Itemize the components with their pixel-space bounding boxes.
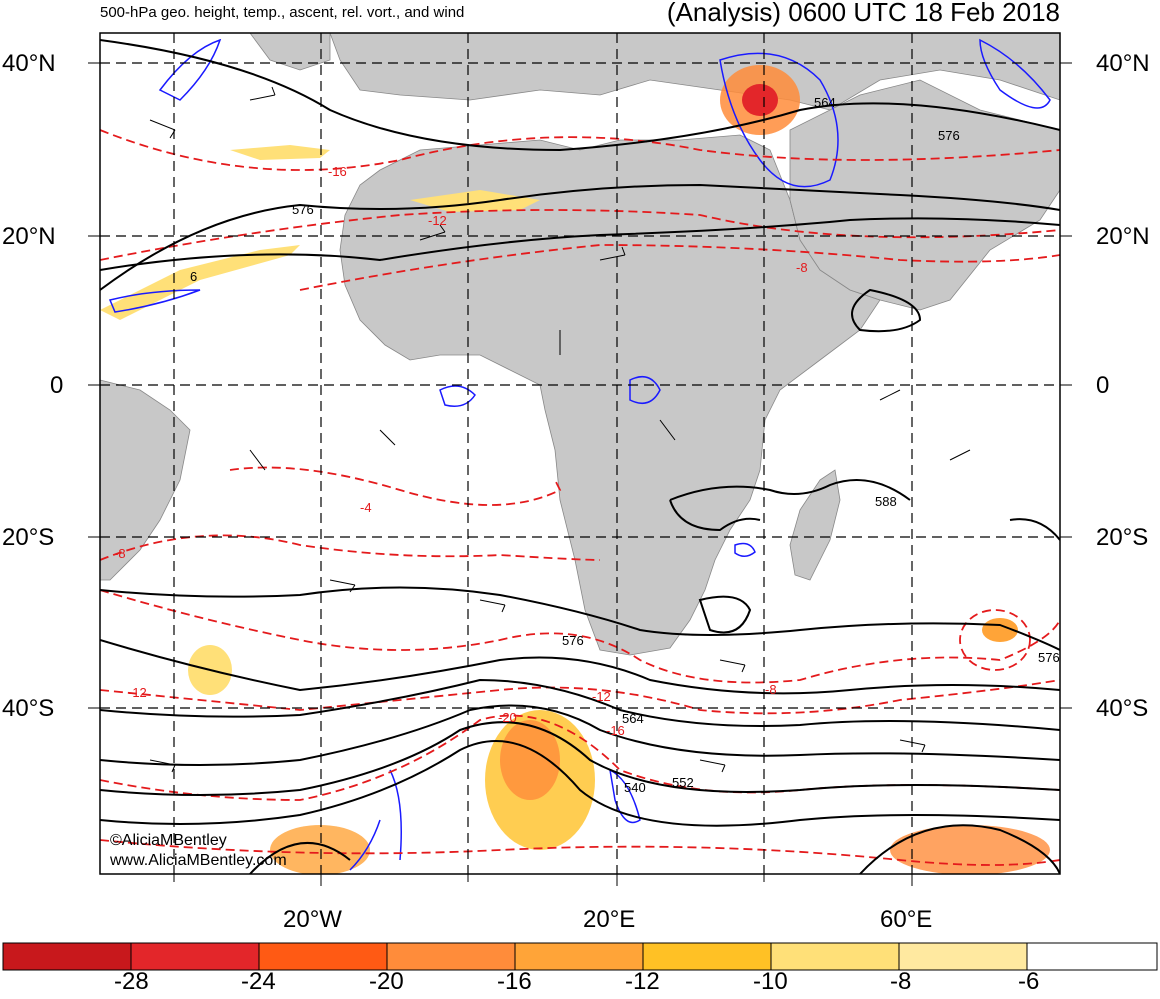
temp-label: -12	[128, 685, 147, 700]
map-title: 500-hPa geo. height, temp., ascent, rel.…	[100, 4, 465, 21]
colorbar-swatch	[386, 942, 516, 971]
colorbar-label: -10	[753, 968, 788, 995]
temp-label: -20	[498, 710, 517, 725]
temp-label: -16	[606, 723, 625, 738]
temp-contour-labels: -16 -12 -8 -4 -8 -12 -12 -16 -20 -8	[114, 164, 808, 738]
iberia-land	[249, 33, 331, 71]
lon-label: 20°W	[283, 906, 342, 933]
height-label: 540	[624, 780, 646, 795]
height-label: 564	[814, 95, 836, 110]
colorbar-swatch	[1026, 942, 1158, 971]
lat-label-right: 40°S	[1096, 695, 1149, 722]
lat-label-right: 40°N	[1096, 50, 1150, 77]
lon-label: 20°E	[583, 906, 636, 933]
lat-label-left: 0	[50, 372, 64, 399]
lat-label-left: 20°S	[2, 524, 55, 551]
height-label: 588	[875, 494, 897, 509]
colorbar-label: -16	[497, 968, 532, 995]
land-masses	[100, 33, 1060, 656]
temp-label: -4	[360, 500, 372, 515]
colorbar	[2, 942, 1158, 971]
lat-label-right: 20°S	[1096, 524, 1149, 551]
watermark-copyright: ©AliciaMBentley	[110, 832, 227, 849]
lat-label-left: 40°S	[2, 695, 55, 722]
lat-label-right: 0	[1096, 372, 1110, 399]
ascent-shading	[100, 65, 1050, 874]
height-label: 576	[562, 633, 584, 648]
height-label: 564	[622, 711, 644, 726]
colorbar-swatch	[258, 942, 388, 971]
lat-label-right: 20°N	[1096, 223, 1150, 250]
height-label: 576	[292, 202, 314, 217]
lon-label: 60°E	[880, 906, 933, 933]
europe-land	[329, 33, 1060, 111]
height-contour-labels: 576 576 564 576 588 576 564 552 540 6	[190, 95, 1060, 795]
colorbar-label: -6	[1018, 968, 1040, 995]
madagascar-land	[789, 469, 841, 581]
wind-barbs	[149, 86, 971, 773]
colorbar-label: -24	[241, 968, 276, 995]
height-label: 576	[1038, 650, 1060, 665]
colorbar-swatch	[898, 942, 1028, 971]
south-america-land	[100, 379, 191, 581]
colorbar-label: -20	[369, 968, 404, 995]
colorbar-swatch	[2, 942, 132, 971]
temp-label: -16	[328, 164, 347, 179]
temp-label: -8	[796, 260, 808, 275]
colorbar-swatch	[770, 942, 900, 971]
temp-label: -12	[428, 213, 447, 228]
map-valid-time: (Analysis) 0600 UTC 18 Feb 2018	[666, 0, 1060, 27]
colorbar-swatch	[642, 942, 772, 971]
colorbar-swatch	[514, 942, 644, 971]
colorbar-swatch	[130, 942, 260, 971]
colorbar-label: -8	[890, 968, 912, 995]
height-label: 552	[672, 775, 694, 790]
map-frame	[99, 32, 1061, 875]
arabia-land	[789, 79, 1060, 311]
axis-ticks	[88, 62, 1072, 886]
temp-label: -12	[592, 689, 611, 704]
height-label: 6	[190, 269, 197, 284]
temp-label: -8	[765, 682, 777, 697]
graticule	[100, 33, 1060, 874]
watermark-url: www.AliciaMBentley.com	[110, 852, 287, 869]
lat-label-left: 40°N	[2, 50, 56, 77]
temperature-contours	[100, 129, 1060, 866]
colorbar-label: -28	[114, 968, 149, 995]
colorbar-label: -12	[625, 968, 660, 995]
temp-label: -8	[114, 546, 126, 561]
vorticity-contours	[108, 38, 1051, 871]
lat-label-left: 20°N	[2, 223, 56, 250]
height-contours	[100, 39, 1060, 874]
height-label: 576	[938, 128, 960, 143]
